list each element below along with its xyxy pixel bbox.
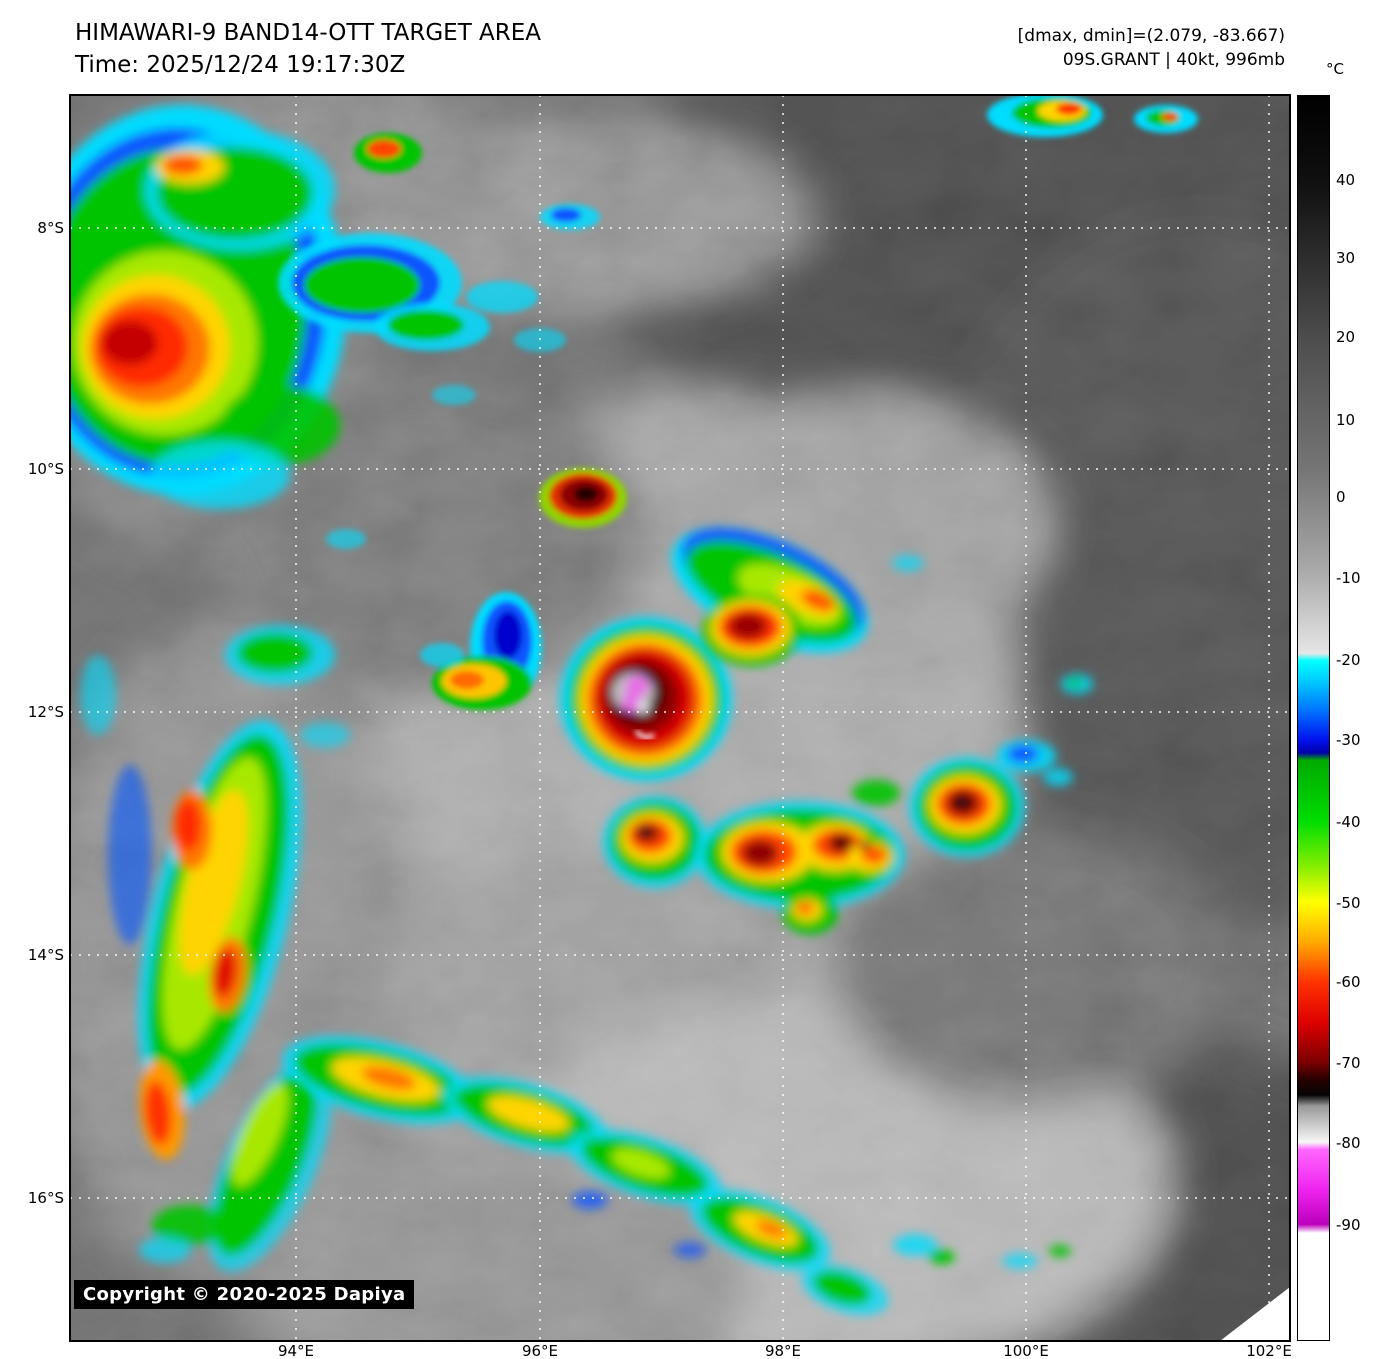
convection-west-patches: [420, 592, 542, 710]
dmax-dmin-label: [dmax, dmin]=(2.079, -83.667): [1017, 26, 1285, 46]
colorbar-tick-label: 20: [1336, 328, 1356, 346]
colorbar-unit-label: °C: [1326, 60, 1344, 78]
lat-axis-label: 16°S: [27, 1189, 64, 1207]
satellite-image: [70, 95, 1290, 1341]
lon-axis-label: 102°E: [1246, 1342, 1292, 1359]
copyright-badge: Copyright © 2020-2025 Dapiya: [74, 1280, 415, 1309]
map-border: [70, 95, 1290, 1341]
lon-axis-label: 100°E: [1003, 1342, 1049, 1359]
colorbar-tick-label: 10: [1336, 411, 1356, 429]
grid-lines: [70, 95, 1290, 1341]
colorbar-tick-label: 40: [1336, 171, 1356, 189]
lat-axis-label: 10°S: [27, 460, 64, 478]
lat-axis-label: 12°S: [27, 703, 64, 721]
convection-arm-north: [278, 133, 600, 549]
colorbar-tick-label: -20: [1336, 651, 1361, 669]
product-title: HIMAWARI-9 BAND14-OTT TARGET AREA: [75, 20, 542, 46]
convection-south-band: [282, 1035, 1071, 1316]
colorbar-tick-label: -50: [1336, 894, 1361, 912]
convection-top-right: [987, 95, 1198, 137]
satellite-map: Copyright © 2020-2025 Dapiya: [69, 94, 1291, 1342]
convection-west-band: [80, 625, 350, 1272]
lat-axis-label: 8°S: [37, 219, 64, 237]
storm-eye-hook: [634, 729, 656, 740]
colorbar-tick-label: -90: [1336, 1216, 1361, 1234]
convection-east-cell: [909, 674, 1093, 857]
colorbar-tick-label: 30: [1336, 249, 1356, 267]
time-label: Time: 2025/12/24 19:17:30Z: [75, 52, 406, 78]
convection-nw: [70, 105, 347, 509]
lon-axis-label: 98°E: [764, 1342, 802, 1359]
storm-center: [560, 617, 732, 781]
swath-edge-wedge: [1220, 1287, 1290, 1341]
colorbar-tick-label: -30: [1336, 731, 1361, 749]
colorbar: [1297, 95, 1330, 1341]
lat-axis-label: 14°S: [27, 946, 64, 964]
colorbar-tick-label: 0: [1336, 488, 1346, 506]
convection-ne-band: [671, 527, 869, 666]
lon-axis-label: 94°E: [277, 1342, 315, 1359]
colorbar-tick-label: -70: [1336, 1054, 1361, 1072]
hot-tower-north: [539, 468, 627, 528]
convection-south-arc: [603, 555, 924, 934]
storm-info-label: 09S.GRANT | 40kt, 996mb: [1062, 50, 1285, 70]
colorbar-tick-label: -10: [1336, 569, 1361, 587]
lon-axis-label: 96°E: [521, 1342, 559, 1359]
colorbar-tick-label: -60: [1336, 973, 1361, 991]
colorbar-tick-label: -80: [1336, 1134, 1361, 1152]
storm-eye-magenta: [625, 676, 649, 696]
colorbar-tick-label: -40: [1336, 813, 1361, 831]
